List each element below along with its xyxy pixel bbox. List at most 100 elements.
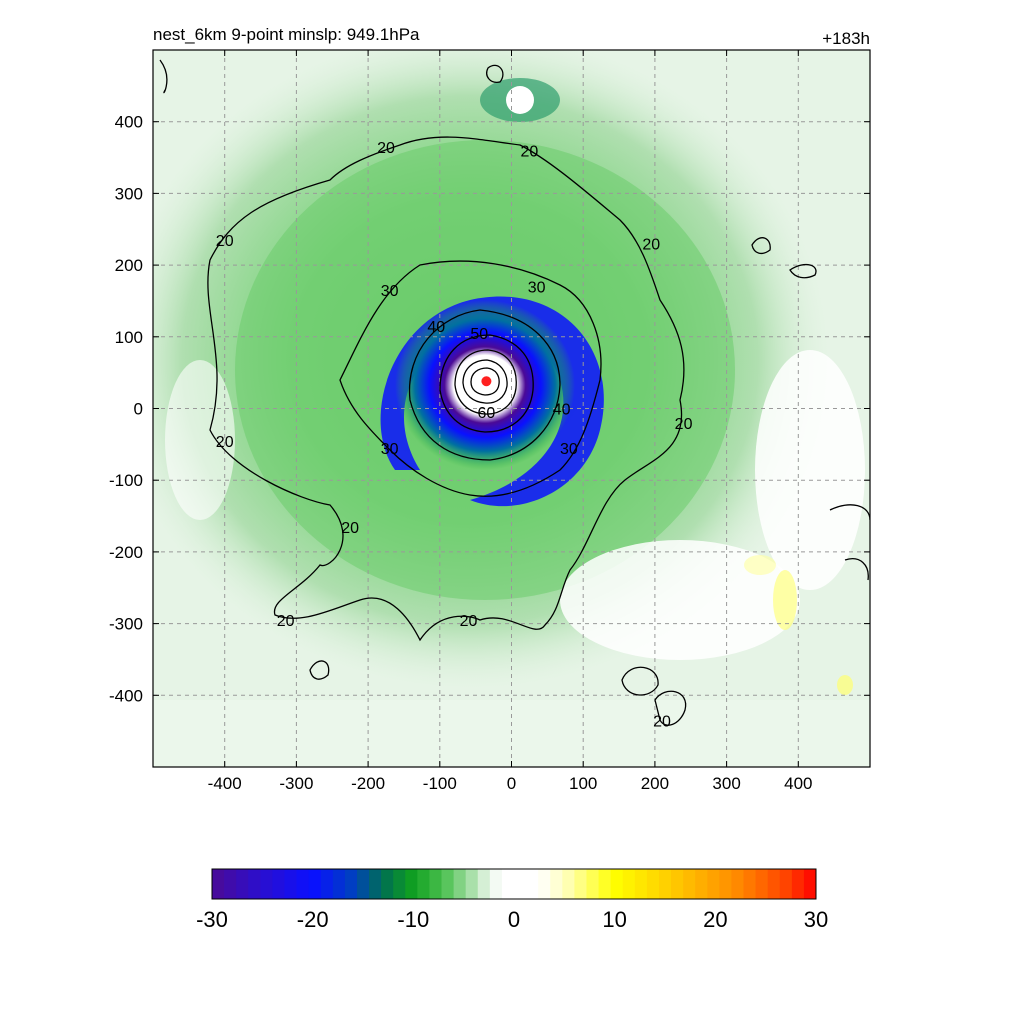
colorbar-swatch <box>320 869 334 899</box>
colorbar-swatch <box>803 869 817 899</box>
colorbar-swatch <box>719 869 732 899</box>
y-tick-label: -400 <box>109 686 143 705</box>
plot-area: 20 20 20 20 20 20 20 20 20 20 30 30 30 30 40 40 50 60 <box>153 50 870 767</box>
shade-yellow-patch-1 <box>773 570 797 630</box>
colorbar-swatch <box>429 869 443 899</box>
colorbar-swatch <box>562 869 575 899</box>
colorbar-swatch <box>405 869 418 899</box>
colorbar-swatch <box>586 869 600 899</box>
contour-label: 50 <box>470 326 488 343</box>
y-tick-label: 100 <box>115 328 143 347</box>
colorbar-tick-label: -30 <box>196 907 228 932</box>
contour-label: 30 <box>381 441 399 458</box>
colorbar-swatch <box>538 869 551 899</box>
contour-label: 20 <box>216 434 234 451</box>
shade-yellow-patch-3 <box>837 675 853 695</box>
colorbar-swatch <box>441 869 455 899</box>
contour-label-text: 30 <box>560 441 578 458</box>
contour-south-blob-2 <box>309 660 330 680</box>
contour-label-text: 20 <box>216 434 234 451</box>
colorbar-swatch <box>417 869 430 899</box>
contour-label-text: 20 <box>377 140 395 157</box>
colorbar-swatch <box>622 869 636 899</box>
forecast-hour-label: +183h <box>822 29 870 48</box>
contour-label-text: 60 <box>478 405 496 422</box>
contour-north-blob <box>486 64 504 83</box>
contour-70 <box>462 359 508 404</box>
shaded-field <box>153 50 870 767</box>
x-tick-label: -100 <box>423 774 457 793</box>
x-tick-label: 100 <box>569 774 597 793</box>
contour-label-text: 40 <box>427 319 445 336</box>
y-tick-label: 300 <box>115 184 143 203</box>
colorbar-tick-label: 30 <box>804 907 828 932</box>
colorbar-swatch <box>224 869 237 899</box>
contour-label: 30 <box>560 441 578 458</box>
colorbar-swatch <box>610 869 624 899</box>
contour-label: 60 <box>478 405 496 422</box>
contour-label-text: 20 <box>341 520 359 537</box>
colorbar-swatch <box>489 869 503 899</box>
storm-center-marker <box>481 376 492 387</box>
contour-label-text: 20 <box>521 143 539 160</box>
colorbar-swatch <box>574 869 587 899</box>
contour-20-main <box>159 59 685 642</box>
contour-80 <box>470 367 500 396</box>
colorbar-tick-label: -20 <box>297 907 329 932</box>
contour-label: 40 <box>553 402 571 419</box>
colorbar-swatch <box>743 869 757 899</box>
y-tick-label: 200 <box>115 256 143 275</box>
y-tick-label: 0 <box>134 400 143 419</box>
colorbar-tick-label: -10 <box>397 907 429 932</box>
colorbar-swatch <box>296 869 310 899</box>
y-tick-label: 400 <box>115 113 143 132</box>
contour-label: 20 <box>460 613 478 630</box>
colorbar-swatch <box>767 869 781 899</box>
colorbar-swatch <box>356 869 370 899</box>
contour-label-text: 20 <box>277 613 295 630</box>
colorbar-tick-label: 10 <box>602 907 626 932</box>
contour-label-text: 20 <box>642 237 660 254</box>
x-tick-label: 200 <box>641 774 669 793</box>
colorbar-swatch <box>465 869 479 899</box>
colorbar-swatch <box>393 869 406 899</box>
contour-label: 20 <box>653 713 671 730</box>
colorbar-tick-label: 0 <box>508 907 520 932</box>
contour-label-text: 40 <box>553 402 571 419</box>
shade-south-white <box>560 540 800 660</box>
contour-label-text: 30 <box>381 283 399 300</box>
y-tick-label: -200 <box>109 543 143 562</box>
contour-label: 20 <box>642 237 660 254</box>
x-tick-label: -200 <box>351 774 385 793</box>
contour-label: 20 <box>675 416 693 433</box>
contour-40 <box>408 309 561 461</box>
contour-ne-blob <box>751 237 771 255</box>
y-tick-label: -300 <box>109 615 143 634</box>
colorbar-swatch <box>658 869 672 899</box>
contour-label-text: 30 <box>381 441 399 458</box>
colorbar-swatch <box>695 869 708 899</box>
contour-se-lobe <box>654 690 687 726</box>
colorbar-swatch <box>260 869 273 899</box>
colorbar-swatch <box>332 869 346 899</box>
shade-east-white <box>755 350 865 590</box>
contour-south-blob-1 <box>621 666 659 696</box>
contour-label: 20 <box>377 140 395 157</box>
colorbar-swatch <box>526 869 539 899</box>
colorbar-swatch <box>646 869 660 899</box>
contour-label: 40 <box>427 319 445 336</box>
contour-east-blob <box>789 263 817 279</box>
contour-label-text: 20 <box>675 416 693 433</box>
colorbar-swatch <box>671 869 684 899</box>
x-tick-label: 300 <box>712 774 740 793</box>
colorbar-swatch <box>731 869 745 899</box>
colorbar-frame <box>211 868 817 900</box>
colorbar-swatch <box>779 869 793 899</box>
colorbar-swatch <box>248 869 261 899</box>
colorbar-swatch <box>634 869 648 899</box>
colorbar-swatch <box>369 869 382 899</box>
chart-title: nest_6km 9-point minslp: 949.1hPa <box>153 25 420 44</box>
contour-50 <box>439 334 534 433</box>
contours <box>159 59 870 726</box>
